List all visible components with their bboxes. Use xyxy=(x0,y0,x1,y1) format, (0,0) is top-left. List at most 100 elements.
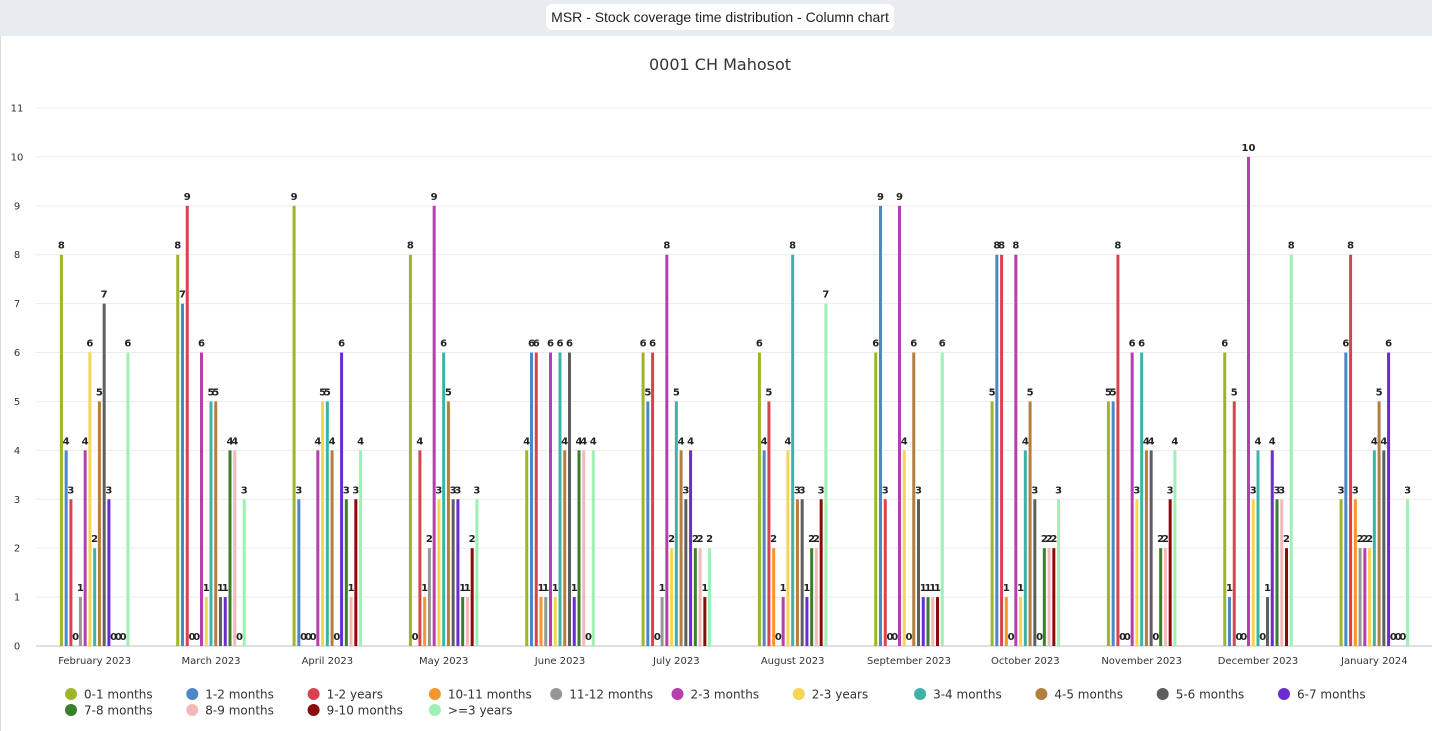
bar[interactable] xyxy=(451,499,455,646)
bar[interactable] xyxy=(786,450,790,646)
bar[interactable] xyxy=(432,205,436,646)
bar[interactable] xyxy=(107,499,111,646)
bar[interactable] xyxy=(883,499,887,646)
bar[interactable] xyxy=(708,548,712,646)
bar[interactable] xyxy=(446,401,450,646)
bar[interactable] xyxy=(418,450,422,646)
bar[interactable] xyxy=(917,499,920,646)
legend-item[interactable]: 9-10 months xyxy=(307,704,403,718)
bar[interactable] xyxy=(544,597,548,646)
bar[interactable] xyxy=(408,254,412,646)
bar[interactable] xyxy=(204,597,208,646)
bar[interactable] xyxy=(325,401,329,646)
bar[interactable] xyxy=(926,597,930,646)
bar[interactable] xyxy=(549,352,552,646)
bar[interactable] xyxy=(292,205,296,646)
bar[interactable] xyxy=(442,352,446,646)
bar[interactable] xyxy=(185,205,189,646)
bar[interactable] xyxy=(670,548,674,646)
bar[interactable] xyxy=(558,352,562,646)
bar[interactable] xyxy=(530,352,533,646)
bar[interactable] xyxy=(936,597,939,646)
bar[interactable] xyxy=(563,450,567,646)
bar[interactable] xyxy=(791,254,795,646)
bar[interactable] xyxy=(679,450,683,646)
bar[interactable] xyxy=(539,597,543,646)
bar[interactable] xyxy=(767,401,771,646)
bar[interactable] xyxy=(1223,352,1227,646)
bar[interactable] xyxy=(1232,401,1236,646)
bar[interactable] xyxy=(1349,254,1353,646)
bar[interactable] xyxy=(1270,450,1274,646)
legend-item[interactable]: 0-1 months xyxy=(65,688,153,702)
bar[interactable] xyxy=(1372,450,1376,646)
bar[interactable] xyxy=(1353,499,1357,646)
bar[interactable] xyxy=(1285,548,1288,646)
legend-item[interactable]: 1-2 months xyxy=(186,688,274,702)
bar[interactable] xyxy=(176,254,180,646)
bar[interactable] xyxy=(1289,254,1293,646)
bar[interactable] xyxy=(572,597,576,646)
legend-item[interactable]: 7-8 months xyxy=(65,704,153,718)
bar[interactable] xyxy=(437,499,441,646)
legend-item[interactable]: 3-4 months xyxy=(914,688,1002,702)
bar[interactable] xyxy=(772,548,776,646)
bar[interactable] xyxy=(475,499,479,646)
bar[interactable] xyxy=(1028,401,1032,646)
bar[interactable] xyxy=(1368,548,1372,646)
bar[interactable] xyxy=(209,401,213,646)
bar[interactable] xyxy=(97,401,101,646)
bar[interactable] xyxy=(1339,499,1343,646)
legend-item[interactable]: 4-5 months xyxy=(1035,688,1123,702)
legend-item[interactable]: 2-3 years xyxy=(792,688,868,702)
bar[interactable] xyxy=(297,499,301,646)
bar[interactable] xyxy=(921,597,925,646)
bar[interactable] xyxy=(83,450,87,646)
bar[interactable] xyxy=(819,499,823,646)
bar[interactable] xyxy=(693,548,697,646)
bar[interactable] xyxy=(1247,156,1250,646)
bar[interactable] xyxy=(1144,450,1148,646)
bar[interactable] xyxy=(316,450,320,646)
bar[interactable] xyxy=(321,401,325,646)
bar[interactable] xyxy=(223,597,227,646)
legend-item[interactable]: 10-11 months xyxy=(428,688,532,702)
bar[interactable] xyxy=(553,597,557,646)
legend[interactable]: 0-1 months 1-2 months 1-2 years 10-11 month… xyxy=(65,688,1366,718)
bar[interactable] xyxy=(470,548,474,646)
bar[interactable] xyxy=(577,450,581,646)
bar[interactable] xyxy=(824,303,828,646)
bar[interactable] xyxy=(1116,254,1120,646)
bar[interactable] xyxy=(126,352,130,646)
bar[interactable] xyxy=(1275,499,1279,646)
bar[interactable] xyxy=(781,597,785,646)
bar[interactable] xyxy=(456,499,460,646)
bar[interactable] xyxy=(1111,401,1115,646)
bar[interactable] xyxy=(1168,499,1172,646)
bar[interactable] xyxy=(665,254,669,646)
bar[interactable] xyxy=(902,450,906,646)
bar[interactable] xyxy=(1256,450,1260,646)
bar[interactable] xyxy=(64,450,68,646)
bar[interactable] xyxy=(69,499,73,646)
bar[interactable] xyxy=(1387,352,1391,646)
bar[interactable] xyxy=(525,450,529,646)
bar[interactable] xyxy=(423,597,427,646)
bar[interactable] xyxy=(461,597,465,646)
bar[interactable] xyxy=(879,205,882,646)
bar[interactable] xyxy=(1344,352,1348,646)
legend-item[interactable]: 1-2 years xyxy=(307,688,383,702)
bar[interactable] xyxy=(359,450,363,646)
bar[interactable] xyxy=(703,597,707,646)
legend-item[interactable]: 5-6 months xyxy=(1156,688,1245,702)
bar[interactable] xyxy=(646,401,650,646)
bar[interactable] xyxy=(814,548,818,646)
bar[interactable] xyxy=(1228,597,1231,646)
bar[interactable] xyxy=(591,450,595,646)
chart-title-tab[interactable]: MSR - Stock coverage time distribution -… xyxy=(546,4,894,30)
bar[interactable] xyxy=(1159,548,1163,646)
bar[interactable] xyxy=(674,401,678,646)
bar[interactable] xyxy=(1014,254,1018,646)
bar[interactable] xyxy=(684,499,688,646)
bar[interactable] xyxy=(1106,401,1110,646)
